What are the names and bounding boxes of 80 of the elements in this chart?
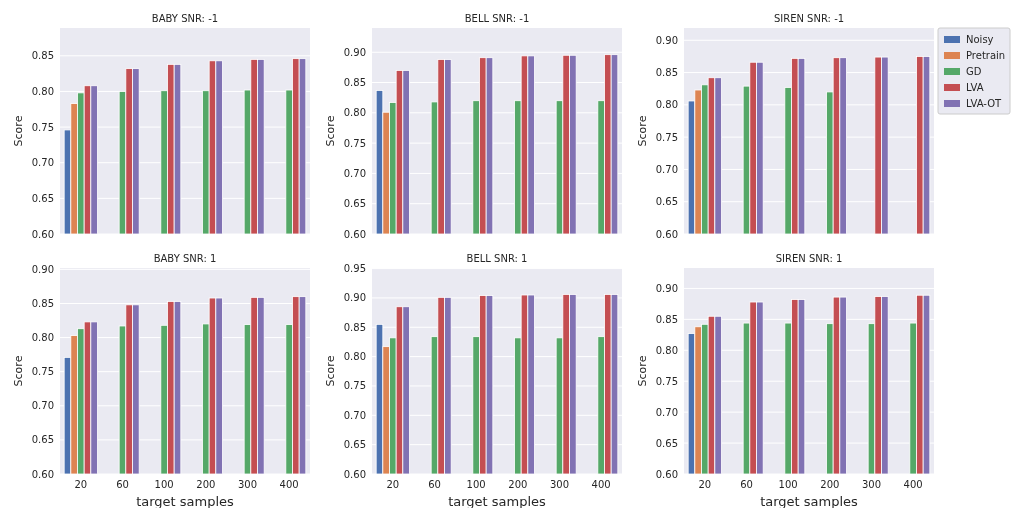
x-tick-label: 20 xyxy=(74,479,88,490)
x-tick-label: 20 xyxy=(698,479,712,490)
y-tick-label: 0.65 xyxy=(31,434,54,446)
x-tick-label: 400 xyxy=(591,479,611,490)
x-tick-label: 60 xyxy=(428,479,441,490)
y-tick-label: 0.75 xyxy=(343,380,366,392)
y-tick-label: 0.80 xyxy=(31,85,54,97)
x-tick-label: 200 xyxy=(196,479,216,490)
y-tick-label: 0.80 xyxy=(655,99,678,111)
x-tick-label: 100 xyxy=(778,479,798,490)
y-axis-title: Score xyxy=(636,115,649,147)
y-tick-label: 0.60 xyxy=(655,468,678,480)
legend-label: Noisy xyxy=(966,34,994,45)
y-tick-label: 0.60 xyxy=(31,228,54,240)
y-tick-label: 0.70 xyxy=(343,409,366,421)
x-axis-title: target samples xyxy=(760,494,859,509)
y-tick-label: 0.70 xyxy=(31,157,54,169)
y-tick-label: 0.65 xyxy=(31,192,54,204)
y-tick-label: 0.85 xyxy=(343,77,366,89)
y-tick-label: 0.65 xyxy=(655,437,678,449)
y-tick-label: 0.85 xyxy=(655,313,678,325)
chart-title: BELL SNR: 1 xyxy=(466,253,528,264)
y-tick-label: 0.90 xyxy=(655,34,678,46)
y-tick-label: 0.75 xyxy=(655,375,678,387)
y-tick-label: 0.85 xyxy=(655,67,678,79)
y-tick-label: 0.65 xyxy=(343,439,366,451)
legend-label: Pretrain xyxy=(966,50,1006,61)
x-tick-label: 100 xyxy=(466,479,486,490)
y-tick-label: 0.60 xyxy=(343,228,366,240)
y-tick-label: 0.65 xyxy=(343,198,366,210)
x-tick-label: 300 xyxy=(861,479,882,490)
x-tick-label: 300 xyxy=(237,479,258,490)
chart-title: BABY SNR: -1 xyxy=(151,13,219,24)
y-tick-label: 0.85 xyxy=(31,297,54,309)
y-tick-label: 0.70 xyxy=(655,163,678,175)
y-tick-label: 0.90 xyxy=(655,282,678,294)
x-tick-label: 300 xyxy=(549,479,570,490)
y-tick-label: 0.60 xyxy=(343,468,366,480)
y-tick-label: 0.90 xyxy=(343,292,366,304)
y-tick-label: 0.60 xyxy=(31,468,54,480)
y-axis-title: Score xyxy=(12,355,25,387)
y-tick-label: 0.80 xyxy=(343,351,366,363)
y-tick-label: 0.70 xyxy=(343,167,366,179)
y-tick-label: 0.65 xyxy=(655,196,678,208)
chart-title: SIREN SNR: 1 xyxy=(775,253,843,264)
y-tick-label: 0.75 xyxy=(31,121,54,133)
x-axis-title: target samples xyxy=(448,494,547,509)
y-tick-label: 0.75 xyxy=(31,366,54,378)
y-tick-label: 0.75 xyxy=(655,131,678,143)
y-axis-title: Score xyxy=(12,115,25,147)
x-tick-label: 400 xyxy=(279,479,299,490)
chart-title: SIREN SNR: -1 xyxy=(773,13,845,24)
y-tick-label: 0.80 xyxy=(655,344,678,356)
chart-title: BABY SNR: 1 xyxy=(153,253,217,264)
x-tick-label: 200 xyxy=(508,479,528,490)
y-tick-label: 0.70 xyxy=(31,400,54,412)
y-tick-label: 0.70 xyxy=(655,406,678,418)
y-tick-label: 0.60 xyxy=(655,228,678,240)
y-tick-label: 0.85 xyxy=(343,321,366,333)
legend-label: LVA xyxy=(966,82,984,93)
y-tick-label: 0.90 xyxy=(343,46,366,58)
x-tick-label: 60 xyxy=(740,479,753,490)
chart-title: BELL SNR: -1 xyxy=(464,13,530,24)
y-tick-label: 0.75 xyxy=(343,137,366,149)
y-tick-label: 0.90 xyxy=(31,263,54,275)
y-axis-title: Score xyxy=(324,115,337,147)
y-tick-label: 0.80 xyxy=(343,107,366,119)
x-tick-label: 100 xyxy=(154,479,174,490)
y-axis-title: Score xyxy=(636,355,649,387)
y-tick-label: 0.95 xyxy=(343,263,366,275)
legend-label: GD xyxy=(966,66,982,77)
x-tick-label: 20 xyxy=(386,479,400,490)
y-tick-label: 0.85 xyxy=(31,50,54,62)
y-tick-label: 0.80 xyxy=(31,332,54,344)
legend-label: LVA-OT xyxy=(966,98,1003,109)
y-axis-title: Score xyxy=(324,355,337,387)
x-tick-label: 60 xyxy=(116,479,129,490)
x-axis-title: target samples xyxy=(136,494,235,509)
x-tick-label: 400 xyxy=(903,479,923,490)
x-tick-label: 200 xyxy=(820,479,840,490)
